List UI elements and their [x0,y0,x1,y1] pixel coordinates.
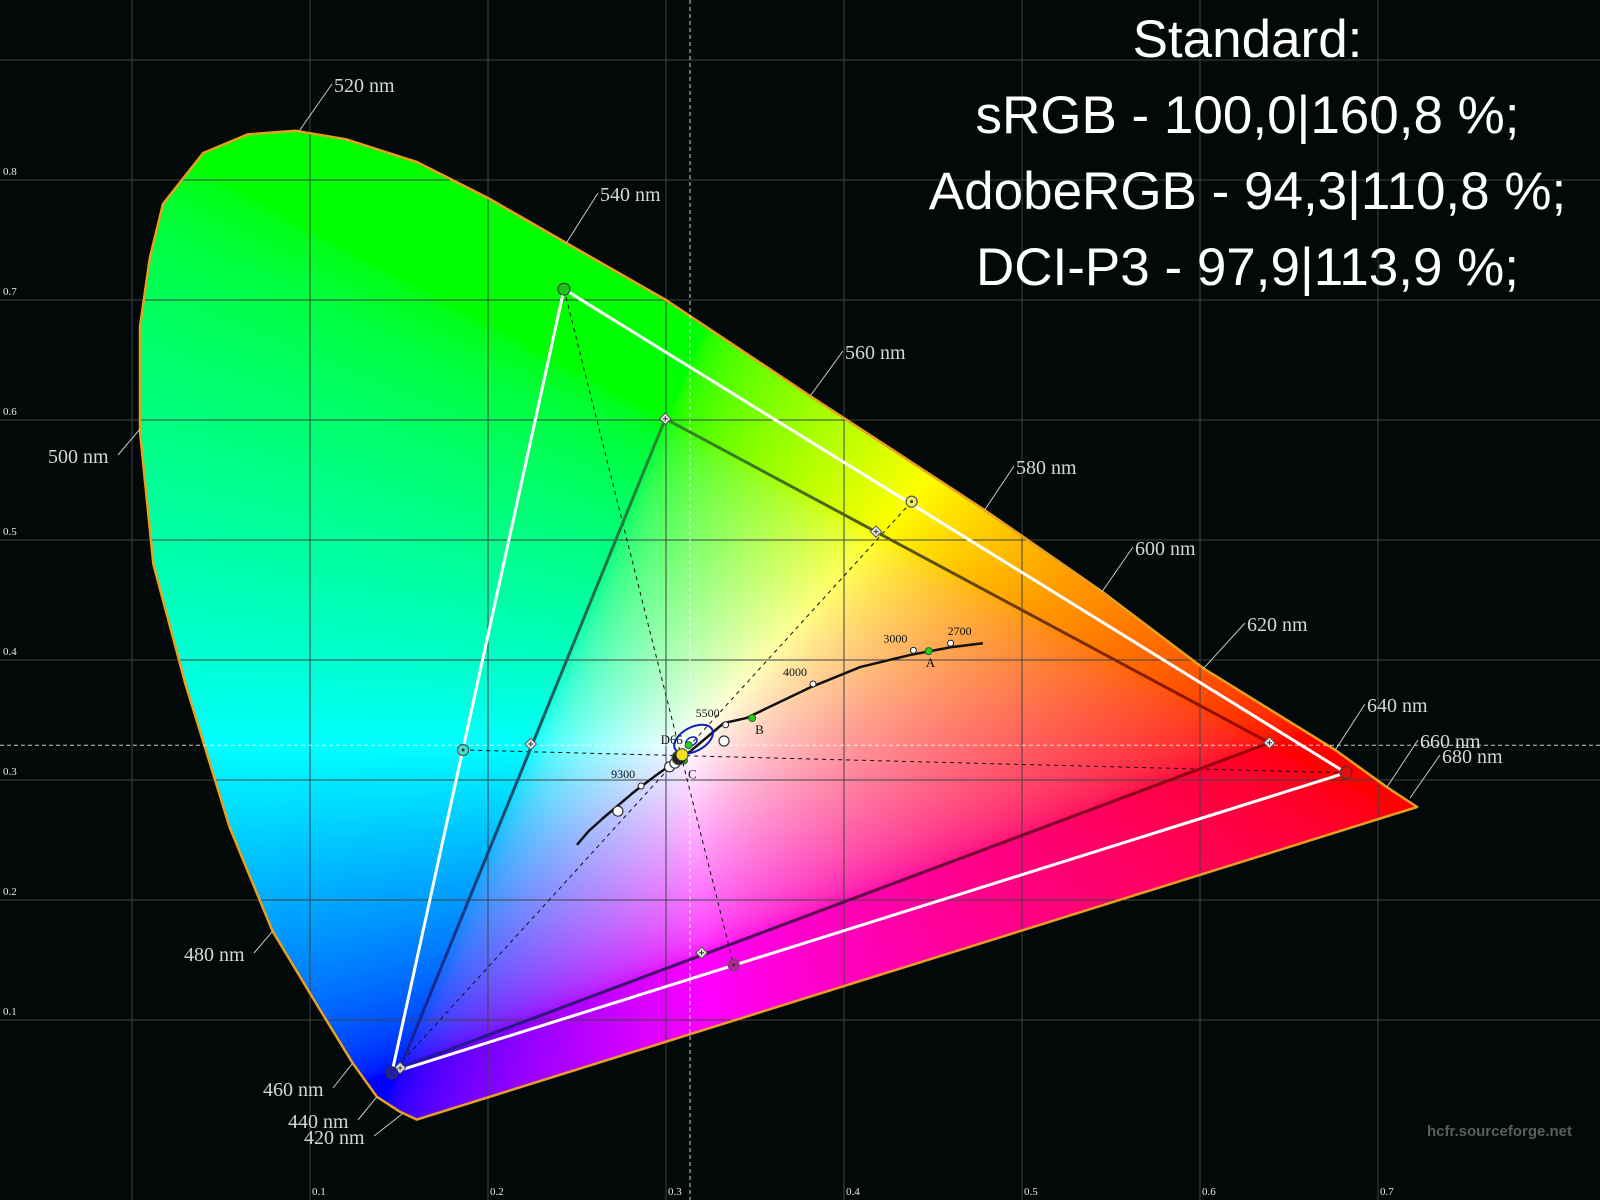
cct-point [637,782,645,790]
wavelength-label: 440 nm [288,1111,349,1133]
wavelength-pointer [332,1062,354,1089]
cct-point [722,721,730,729]
wavelength-label: 620 nm [1247,614,1308,636]
reference-red-marker-cross [1266,740,1272,746]
illuminant-d65-point [684,741,693,750]
wavelength-label: 480 nm [184,944,245,966]
y-tick-label: 0.2 [3,886,17,898]
primary-secondary-dashed-line [391,501,913,1074]
x-tick-label: 0.2 [490,1186,504,1198]
x-tick-label: 0.6 [1202,1186,1216,1198]
reference-yellow-marker-cross [873,529,879,535]
cct-point [947,639,955,647]
measured-magenta-center [732,963,736,967]
title-dci-p3: DCI-P3 - 97,9|113,9 %; [975,238,1520,297]
wavelength-label: 660 nm [1420,731,1481,753]
wavelength-label: 520 nm [334,75,395,97]
wavelength-pointer [253,930,274,954]
wavelength-pointer [117,428,141,456]
y-tick-label: 0.5 [3,526,17,538]
wavelength-pointer [565,192,599,244]
reference-green-marker-cross [662,416,668,422]
grayscale-point [718,735,730,747]
y-tick-label: 0.1 [3,1006,17,1018]
wavelength-label: 580 nm [1016,457,1077,479]
illuminant-label: A [926,655,936,670]
wavelength-label: 680 nm [1442,746,1503,768]
title-adobergb: AdobeRGB - 94,3|110,8 %; [928,162,1567,221]
y-tick-label: 0.8 [3,166,17,178]
y-tick-label: 0.6 [3,406,17,418]
measured-cyan-center [461,748,465,752]
wavelength-pointer [1386,739,1419,788]
wavelength-pointer [809,350,844,397]
y-tick-label: 0.7 [3,286,17,298]
wavelength-label: 600 nm [1135,538,1196,560]
tolerance-ellipse [673,723,714,755]
wavelength-pointer [1409,754,1441,799]
gamut-coverage-title: Standard: sRGB - 100,0|160,8 %; AdobeRGB… [880,2,1600,306]
wavelength-pointer [1334,703,1366,751]
wavelength-pointer [298,83,333,132]
spectral-locus [138,129,1419,1121]
measured-blue-point [385,1066,399,1080]
reference-magenta-marker-cross [699,950,705,956]
measured-gamut-triangle [389,286,1350,1076]
cct-label: 3000 [883,631,907,645]
reference-cyan-marker-cross [528,741,534,747]
cct-point [809,680,817,688]
illuminant-a-point [924,647,933,656]
wavelength-pointer [984,465,1015,511]
x-tick-label: 0.3 [668,1186,682,1198]
grayscale-point [612,805,624,817]
wavelength-label: 460 nm [263,1079,324,1101]
x-tick-label: 0.5 [1024,1186,1038,1198]
axis-ticks: 0.1 0.2 0.3 0.4 0.5 0.6 0.7 0.1 0.2 0.3 0.4 0.5 0.6 0… [3,166,1394,1198]
primary-secondary-dashed-line [563,289,735,965]
wavelength-label: 500 nm [48,446,109,468]
spectral-locus-outline [138,129,1419,1121]
wavelength-pointer [373,1113,403,1137]
cct-label: 4000 [783,665,807,679]
reference-gamut-edge [664,417,1271,745]
illuminant-b-point [748,714,757,723]
measured-red-point [1339,766,1353,780]
title-srgb: sRGB - 100,0|160,8 %; [975,86,1520,145]
x-tick-label: 0.1 [312,1186,326,1198]
reference-blue-marker-cross [397,1065,403,1071]
illuminant-label: D65 [661,732,683,747]
cct-label: 9300 [611,767,635,781]
wavelength-label: 640 nm [1367,695,1428,717]
cct-label: 2700 [948,624,972,638]
measured-yellow-center [910,500,914,504]
measured-green-point [557,282,571,296]
primary-secondary-dashed-line [463,749,1346,774]
wavelength-label: 560 nm [845,342,906,364]
wavelength-label: 420 nm [304,1127,365,1149]
x-tick-label: 0.7 [1380,1186,1394,1198]
reference-gamut-edge [399,741,1270,1070]
current-measurement-point [675,748,689,762]
wavelength-pointer [357,1096,378,1121]
cct-label: 5500 [696,706,720,720]
y-tick-label: 0.3 [3,766,17,778]
illuminant-label: C [688,767,697,782]
x-tick-label: 0.4 [846,1186,860,1198]
y-tick-label: 0.4 [3,646,17,658]
planckian-locus [576,641,983,846]
wavelength-pointer [1203,622,1246,669]
wavelength-label: 540 nm [600,184,661,206]
illuminant-label: B [755,722,764,737]
title-standard: Standard: [1132,10,1363,69]
wavelength-pointer [1101,546,1134,592]
watermark: hcfr.sourceforge.net [1426,1123,1572,1140]
cct-point [909,646,917,654]
